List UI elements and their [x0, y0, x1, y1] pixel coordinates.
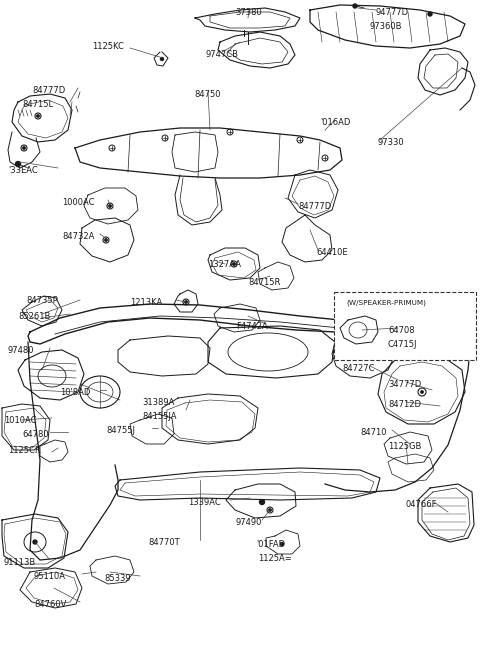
Text: F4742A: F4742A	[236, 322, 268, 331]
Text: 94777D: 94777D	[375, 8, 408, 17]
Text: 84712D: 84712D	[388, 400, 421, 409]
Text: 1125A=: 1125A=	[258, 554, 292, 563]
Text: 84770T: 84770T	[148, 538, 180, 547]
Text: '016AD: '016AD	[320, 118, 350, 127]
Text: 1213KA: 1213KA	[130, 298, 162, 307]
Circle shape	[353, 4, 357, 8]
Text: 1327AA: 1327AA	[208, 260, 241, 269]
Circle shape	[428, 12, 432, 16]
Text: 31389A: 31389A	[142, 398, 174, 407]
Text: 85261B: 85261B	[18, 312, 50, 321]
Text: 84155JA: 84155JA	[142, 412, 177, 421]
Text: 37380: 37380	[236, 8, 263, 17]
Text: 1010AC: 1010AC	[4, 416, 36, 425]
Text: 9747CB: 9747CB	[205, 50, 239, 59]
Circle shape	[185, 301, 187, 303]
Circle shape	[160, 58, 164, 60]
Circle shape	[37, 115, 39, 117]
Text: 84755J: 84755J	[106, 426, 135, 435]
Circle shape	[233, 263, 235, 265]
Circle shape	[260, 499, 264, 505]
Text: 84715L: 84715L	[22, 100, 53, 109]
Text: 97330: 97330	[378, 138, 405, 147]
Circle shape	[109, 205, 111, 207]
Text: 64410E: 64410E	[316, 248, 348, 257]
Circle shape	[356, 328, 360, 332]
Circle shape	[269, 509, 271, 511]
Circle shape	[23, 147, 25, 149]
Circle shape	[280, 543, 284, 545]
Circle shape	[15, 162, 21, 166]
Bar	[334, 292, 476, 360]
Text: '01FAD: '01FAD	[256, 540, 285, 549]
Circle shape	[33, 540, 37, 544]
Text: C4715J: C4715J	[388, 340, 418, 349]
Text: 84715R: 84715R	[248, 278, 280, 287]
Text: 10'8AD: 10'8AD	[60, 388, 90, 397]
Text: 1000AC: 1000AC	[62, 198, 95, 207]
Text: 97490: 97490	[236, 518, 263, 527]
Text: 64780: 64780	[22, 430, 48, 439]
Text: 34777D: 34777D	[388, 380, 421, 389]
Text: 91113B: 91113B	[4, 558, 36, 567]
Text: 97480: 97480	[8, 346, 35, 355]
Text: 1125GB: 1125GB	[388, 442, 421, 451]
Text: 84732A: 84732A	[62, 232, 95, 241]
Text: 84735P: 84735P	[26, 296, 58, 305]
Text: 85339: 85339	[104, 574, 131, 583]
Circle shape	[421, 391, 423, 393]
Text: '33EAC: '33EAC	[8, 166, 38, 175]
Text: 84750: 84750	[195, 90, 221, 99]
Text: 64708: 64708	[388, 326, 415, 335]
Text: 84710: 84710	[360, 428, 386, 437]
Text: 04766F: 04766F	[406, 500, 437, 509]
Text: (W/SPEAKER-PRIMUM): (W/SPEAKER-PRIMUM)	[346, 300, 426, 307]
Circle shape	[105, 238, 107, 241]
Text: 1125CR: 1125CR	[8, 446, 41, 455]
Text: 84777D: 84777D	[32, 86, 65, 95]
Text: 1125KC: 1125KC	[92, 42, 124, 51]
Text: 97360B: 97360B	[370, 22, 403, 31]
Text: 84727C: 84727C	[342, 364, 374, 373]
Text: 84777D: 84777D	[298, 202, 331, 211]
Text: 84760V: 84760V	[34, 600, 66, 609]
Text: 95110A: 95110A	[34, 572, 66, 581]
Text: 1339AC: 1339AC	[188, 498, 221, 507]
